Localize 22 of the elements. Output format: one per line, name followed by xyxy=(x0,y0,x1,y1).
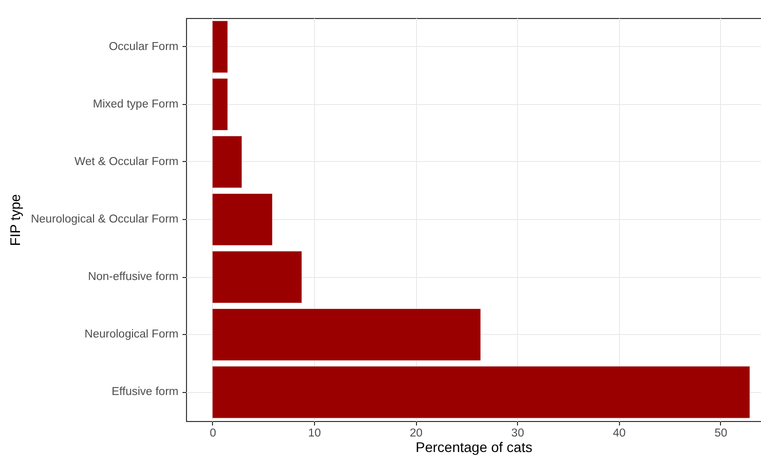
x-tick-label: 30 xyxy=(511,428,524,440)
y-tick-label: Non-effusive form xyxy=(88,271,178,284)
y-axis-title: FIP type xyxy=(6,194,23,246)
x-axis-title: Percentage of cats xyxy=(416,439,532,455)
x-tick-label: 50 xyxy=(714,428,728,440)
bar xyxy=(212,366,750,418)
y-tick-label: Wet & Occular Form xyxy=(74,156,178,168)
bar xyxy=(212,308,481,361)
y-tick-label: Neurological Form xyxy=(84,328,178,341)
y-tick-label: Mixed type Form xyxy=(92,98,178,110)
y-tick-label: Neurological & Occular Form xyxy=(30,214,178,226)
y-tick-label: Effusive form xyxy=(112,386,178,398)
x-tick-label: 10 xyxy=(308,428,321,440)
bar xyxy=(212,193,272,246)
bar xyxy=(212,20,228,73)
x-tick-label: 20 xyxy=(410,428,422,440)
x-tick-label: 40 xyxy=(612,428,626,440)
y-tick-label: Occular Form xyxy=(108,40,178,53)
bar xyxy=(212,251,302,304)
bar xyxy=(212,78,228,130)
bar xyxy=(212,136,242,188)
x-tick-label: 0 xyxy=(210,428,216,440)
